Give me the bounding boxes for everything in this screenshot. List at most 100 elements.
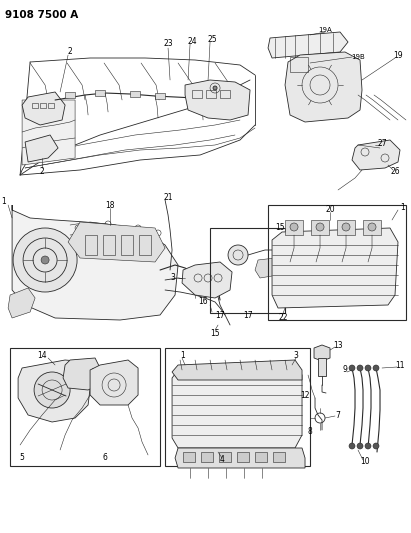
Circle shape bbox=[349, 365, 355, 371]
Circle shape bbox=[228, 245, 248, 265]
Circle shape bbox=[357, 365, 363, 371]
Text: 2: 2 bbox=[68, 47, 72, 56]
Circle shape bbox=[357, 443, 363, 449]
Text: 17: 17 bbox=[215, 311, 225, 320]
Polygon shape bbox=[12, 205, 178, 320]
Text: 3: 3 bbox=[170, 273, 175, 282]
Text: 3: 3 bbox=[293, 351, 298, 360]
Circle shape bbox=[316, 223, 324, 231]
Bar bbox=[201, 452, 213, 462]
Bar bbox=[337, 220, 355, 235]
Polygon shape bbox=[8, 288, 35, 318]
Text: 9: 9 bbox=[343, 366, 347, 375]
Bar bbox=[206, 90, 216, 98]
Text: 24: 24 bbox=[187, 36, 197, 45]
Bar bbox=[85, 235, 97, 255]
Text: 15: 15 bbox=[210, 329, 220, 338]
Text: 9108 7500 A: 9108 7500 A bbox=[5, 10, 79, 20]
Bar bbox=[290, 57, 308, 72]
Polygon shape bbox=[272, 228, 398, 308]
Text: 12: 12 bbox=[300, 391, 310, 400]
Text: 14: 14 bbox=[37, 351, 47, 360]
Text: 19A: 19A bbox=[318, 27, 332, 33]
Polygon shape bbox=[63, 358, 100, 390]
Polygon shape bbox=[285, 52, 362, 122]
Polygon shape bbox=[68, 222, 165, 262]
Polygon shape bbox=[22, 100, 75, 165]
Polygon shape bbox=[182, 262, 232, 298]
Circle shape bbox=[365, 365, 371, 371]
Polygon shape bbox=[95, 90, 105, 96]
Circle shape bbox=[349, 443, 355, 449]
Text: 10: 10 bbox=[360, 457, 370, 466]
Text: 18: 18 bbox=[105, 200, 115, 209]
Text: 21: 21 bbox=[163, 193, 173, 203]
Text: 13: 13 bbox=[333, 341, 343, 350]
Polygon shape bbox=[175, 448, 305, 468]
Text: 19B: 19B bbox=[351, 54, 365, 60]
Bar bbox=[48, 103, 54, 108]
Text: 22: 22 bbox=[278, 313, 288, 322]
Text: 11: 11 bbox=[395, 360, 405, 369]
Bar bbox=[311, 220, 329, 235]
Bar bbox=[40, 103, 46, 108]
Bar bbox=[165, 348, 310, 466]
Text: 17: 17 bbox=[243, 311, 253, 320]
Text: 19: 19 bbox=[393, 51, 403, 60]
Text: 16: 16 bbox=[198, 297, 208, 306]
Text: 25: 25 bbox=[207, 35, 217, 44]
Bar bbox=[192, 90, 202, 98]
Polygon shape bbox=[255, 258, 280, 278]
Text: 4: 4 bbox=[219, 456, 224, 464]
Circle shape bbox=[34, 372, 70, 408]
Text: 20: 20 bbox=[325, 206, 335, 214]
Polygon shape bbox=[190, 92, 200, 98]
Bar bbox=[92, 368, 107, 382]
Polygon shape bbox=[22, 92, 65, 125]
Circle shape bbox=[373, 443, 379, 449]
Bar bbox=[268, 205, 406, 320]
Polygon shape bbox=[314, 345, 330, 361]
Circle shape bbox=[342, 223, 350, 231]
Text: 15: 15 bbox=[275, 223, 285, 232]
Bar bbox=[220, 90, 230, 98]
Circle shape bbox=[365, 443, 371, 449]
Polygon shape bbox=[172, 365, 302, 448]
Text: 1: 1 bbox=[400, 204, 405, 213]
Polygon shape bbox=[25, 135, 58, 162]
Polygon shape bbox=[90, 360, 138, 405]
Polygon shape bbox=[220, 89, 230, 95]
Polygon shape bbox=[172, 360, 302, 380]
Circle shape bbox=[41, 256, 49, 264]
Bar bbox=[121, 235, 133, 255]
Text: 2: 2 bbox=[40, 167, 44, 176]
Bar bbox=[32, 103, 38, 108]
Text: 23: 23 bbox=[163, 39, 173, 49]
Text: 1: 1 bbox=[180, 351, 185, 360]
Circle shape bbox=[290, 223, 298, 231]
Circle shape bbox=[13, 228, 77, 292]
Bar bbox=[139, 235, 151, 255]
Bar bbox=[255, 452, 267, 462]
Bar bbox=[273, 452, 285, 462]
Polygon shape bbox=[352, 140, 400, 170]
Text: 5: 5 bbox=[20, 454, 25, 463]
Polygon shape bbox=[155, 93, 165, 99]
Text: 8: 8 bbox=[307, 427, 312, 437]
Polygon shape bbox=[65, 92, 75, 98]
Bar bbox=[183, 452, 195, 462]
Polygon shape bbox=[18, 360, 92, 422]
Bar bbox=[363, 220, 381, 235]
Text: 1: 1 bbox=[1, 198, 6, 206]
Text: 27: 27 bbox=[377, 139, 387, 148]
Bar bbox=[285, 220, 303, 235]
Polygon shape bbox=[130, 91, 140, 97]
Circle shape bbox=[373, 365, 379, 371]
Bar bbox=[210, 228, 285, 313]
Bar bbox=[318, 358, 326, 376]
Bar bbox=[103, 235, 115, 255]
Bar bbox=[237, 452, 249, 462]
Polygon shape bbox=[185, 80, 250, 120]
Bar bbox=[219, 452, 231, 462]
Circle shape bbox=[213, 86, 217, 90]
